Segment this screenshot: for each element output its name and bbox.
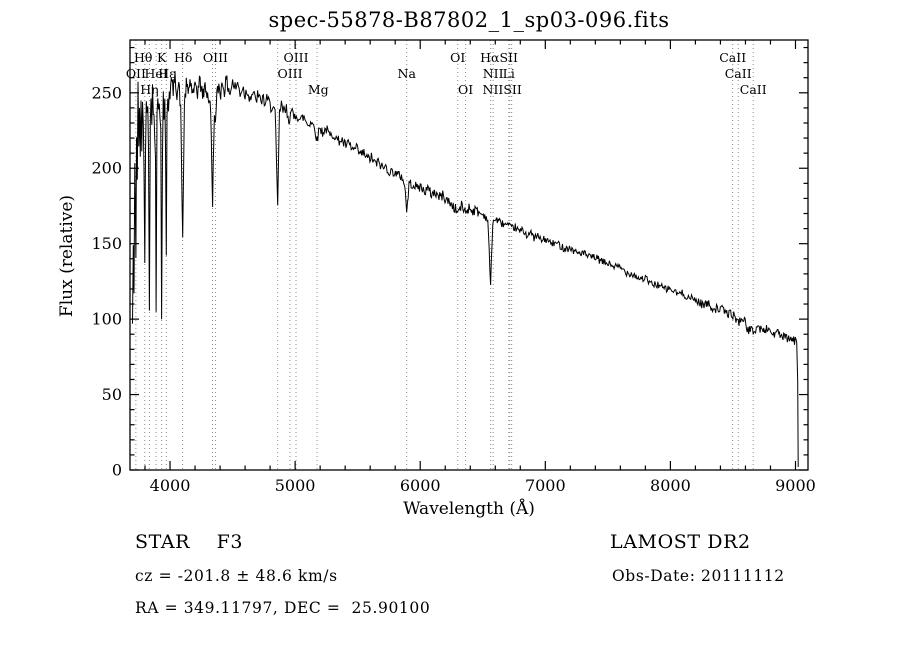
spectral-line-label: OII — [126, 66, 146, 81]
x-tick-label: 6000 — [400, 476, 441, 495]
x-axis-label: Wavelength (Å) — [403, 499, 535, 519]
spectral-line-label: OIII — [277, 66, 302, 81]
spectral-line-label: CaII — [719, 50, 746, 65]
spectral-line-label: Hδ — [174, 50, 192, 65]
obs-date: Obs-Date: 20111112 — [612, 567, 785, 585]
y-tick-label: 150 — [91, 234, 122, 253]
x-tick-label: 5000 — [275, 476, 316, 495]
x-tick-label: 4000 — [150, 476, 191, 495]
spectral-line-markers — [135, 40, 754, 470]
cz-value: cz = -201.8 ± 48.6 km/s — [135, 567, 338, 585]
spectral-line-label: Hθ — [134, 50, 152, 65]
spectral-line-label: NII — [483, 66, 504, 81]
object-class-label: STAR F3 — [135, 531, 244, 553]
spectral-line-label: Hη — [140, 82, 158, 97]
y-tick-label: 250 — [91, 83, 122, 102]
spectral-line-label: Hε — [158, 66, 175, 81]
x-tick-label: 9000 — [775, 476, 816, 495]
x-tick-label: 8000 — [650, 476, 691, 495]
spectral-line-label: OI — [450, 50, 465, 65]
spectral-line-label: CaII — [725, 66, 752, 81]
spectral-line-label: HαSII — [480, 50, 518, 65]
spectral-line-label: OI — [458, 82, 473, 97]
spectral-line-label: CaII — [740, 82, 767, 97]
spectral-line-label: NIISII — [483, 82, 522, 97]
spectral-line-label: Mg — [308, 82, 329, 97]
spectral-line-label: Li — [503, 66, 515, 81]
spectrum-trace — [132, 70, 799, 468]
spectral-line-label: K — [157, 50, 167, 65]
spectral-line-label: OIII — [203, 50, 228, 65]
spectral-line-label: OIII — [283, 50, 308, 65]
y-tick-label: 100 — [91, 310, 122, 329]
plot-frame — [129, 39, 809, 471]
y-axis-label: Flux (relative) — [57, 194, 77, 318]
spectral-line-label: Na — [398, 66, 417, 81]
spectral-line-label: HeI — [145, 66, 168, 81]
y-tick-label: 0 — [112, 461, 122, 480]
y-tick-label: 50 — [102, 385, 122, 404]
y-tick-label: 200 — [91, 159, 122, 178]
axis-ticks: 4000 5000 6000 7000 8000 9000 0 50 100 150 200 250 — [91, 40, 816, 495]
x-tick-label: 7000 — [525, 476, 566, 495]
ra-dec: RA = 349.11797, DEC = 25.90100 — [135, 599, 431, 617]
survey-label: LAMOST DR2 — [610, 531, 751, 553]
spectrum-plot: 4000 5000 6000 7000 8000 9000 0 50 100 150 200 250 H… — [91, 39, 816, 495]
plot-title: spec-55878-B87802_1_sp03-096.fits — [268, 8, 670, 32]
